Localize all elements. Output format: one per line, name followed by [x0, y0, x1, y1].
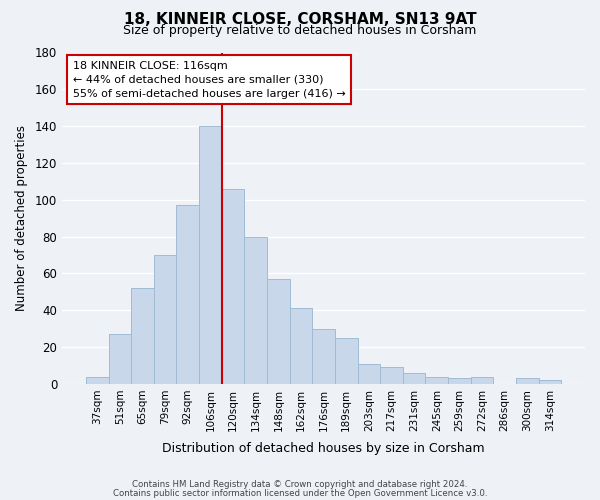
Bar: [109, 334, 131, 384]
Text: Contains HM Land Registry data © Crown copyright and database right 2024.: Contains HM Land Registry data © Crown c…: [132, 480, 468, 489]
Text: 18, KINNEIR CLOSE, CORSHAM, SN13 9AT: 18, KINNEIR CLOSE, CORSHAM, SN13 9AT: [124, 12, 476, 28]
Bar: [335, 338, 358, 384]
Text: 18 KINNEIR CLOSE: 116sqm
← 44% of detached houses are smaller (330)
55% of semi-: 18 KINNEIR CLOSE: 116sqm ← 44% of detach…: [73, 61, 346, 99]
Bar: [380, 368, 403, 384]
Bar: [312, 328, 335, 384]
Bar: [244, 236, 267, 384]
Bar: [358, 364, 380, 384]
Y-axis label: Number of detached properties: Number of detached properties: [15, 125, 28, 311]
Bar: [516, 378, 539, 384]
Bar: [176, 206, 199, 384]
Bar: [131, 288, 154, 384]
Bar: [448, 378, 471, 384]
Bar: [539, 380, 561, 384]
Bar: [403, 373, 425, 384]
Bar: [471, 376, 493, 384]
Bar: [290, 308, 312, 384]
Text: Size of property relative to detached houses in Corsham: Size of property relative to detached ho…: [124, 24, 476, 37]
X-axis label: Distribution of detached houses by size in Corsham: Distribution of detached houses by size …: [162, 442, 485, 455]
Bar: [425, 376, 448, 384]
Text: Contains public sector information licensed under the Open Government Licence v3: Contains public sector information licen…: [113, 488, 487, 498]
Bar: [222, 188, 244, 384]
Bar: [86, 376, 109, 384]
Bar: [199, 126, 222, 384]
Bar: [267, 279, 290, 384]
Bar: [154, 255, 176, 384]
